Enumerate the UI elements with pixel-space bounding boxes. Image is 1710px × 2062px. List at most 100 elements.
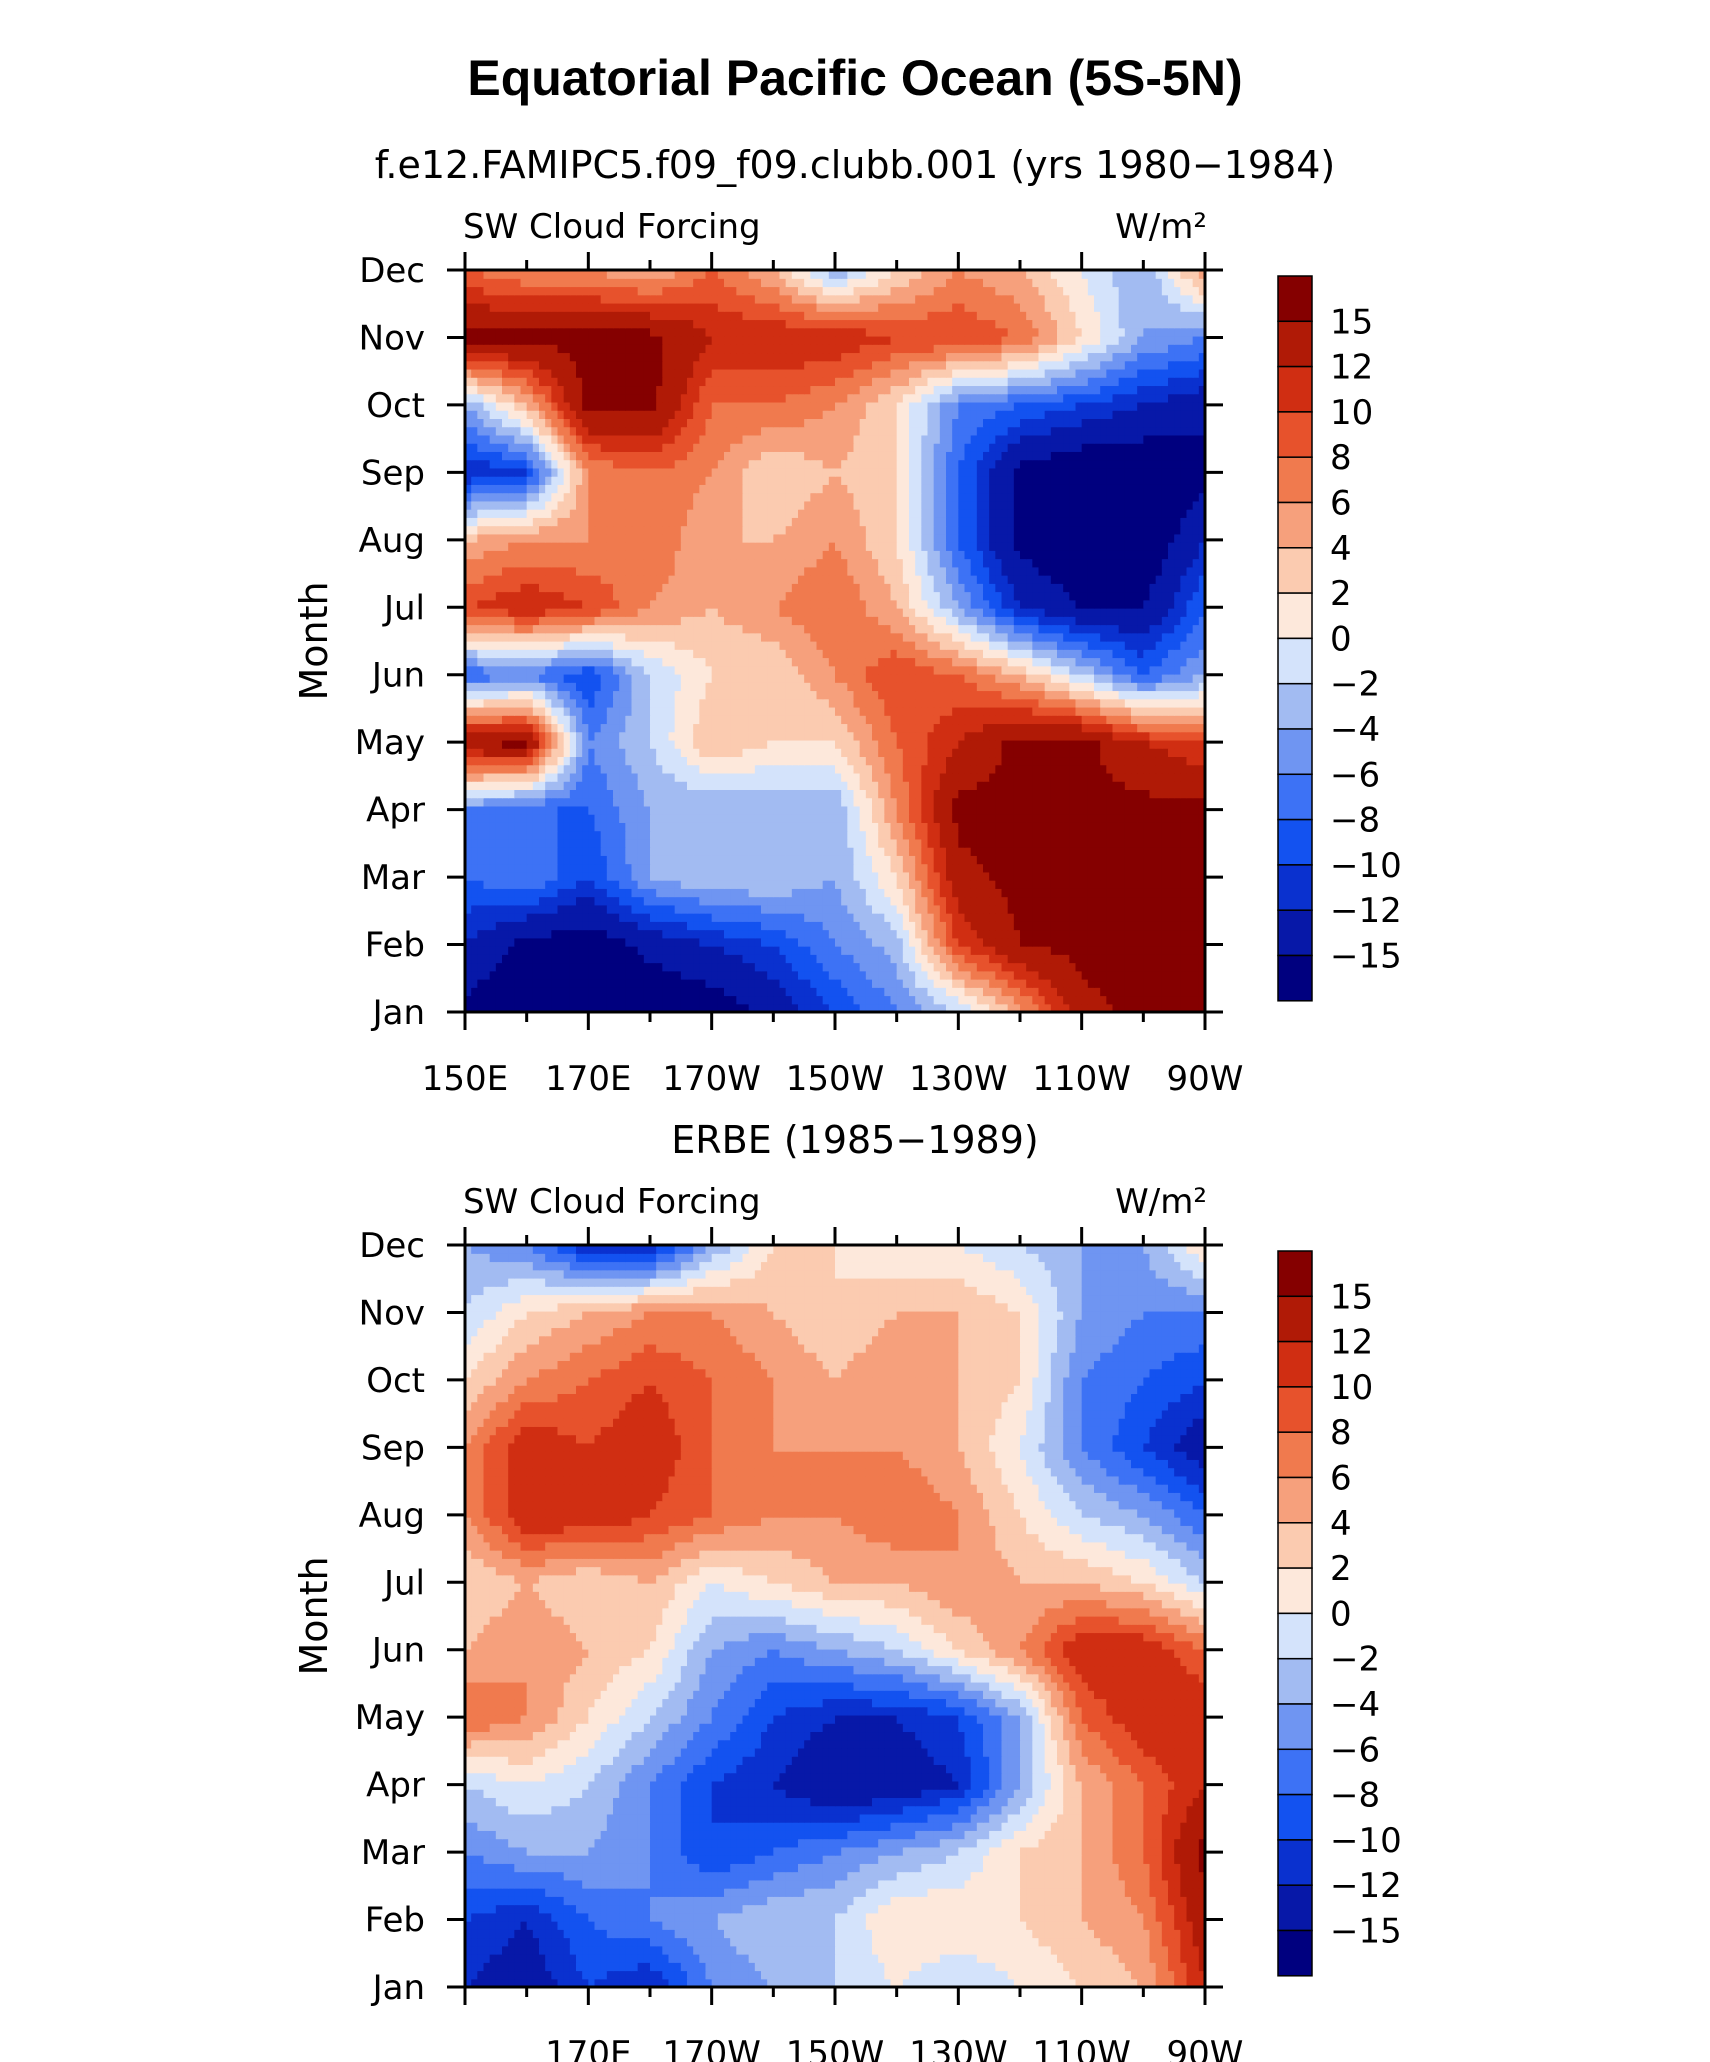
heatmap-cell [551, 863, 559, 873]
heatmap-cell [545, 731, 552, 741]
heatmap-cell [613, 921, 620, 931]
heatmap-cell [791, 805, 799, 815]
heatmap-cell [1137, 673, 1144, 683]
heatmap-cell [1001, 921, 1009, 931]
heatmap-cell [921, 987, 929, 997]
heatmap-cell [872, 838, 879, 848]
heatmap-cell [631, 913, 639, 922]
heatmap-cell [1155, 690, 1163, 700]
heatmap-cell [637, 781, 645, 790]
heatmap-cell [576, 904, 583, 914]
heatmap-cell [606, 970, 614, 980]
heatmap-cell [569, 880, 577, 889]
heatmap-cell [557, 789, 565, 799]
heatmap-cell [680, 665, 688, 675]
heatmap-cell [582, 822, 589, 832]
heatmap-cell [1131, 772, 1138, 782]
heatmap-cell [933, 896, 941, 906]
heatmap-cell [884, 706, 892, 716]
heatmap-cell [785, 706, 793, 716]
heatmap-cell [619, 682, 626, 692]
heatmap-cell [989, 739, 996, 749]
heatmap-cell [1118, 863, 1126, 873]
heatmap-cell [576, 706, 583, 716]
heatmap-cell [631, 847, 639, 856]
heatmap-cell [816, 797, 824, 807]
heatmap-cell [1149, 805, 1157, 815]
heatmap-cell [1198, 764, 1205, 774]
heatmap-cell [1020, 682, 1027, 692]
heatmap-cell [1198, 830, 1205, 840]
heatmap-cell [828, 739, 836, 749]
heatmap-cell [847, 814, 855, 823]
heatmap-cell [1137, 723, 1144, 733]
heatmap-cell [465, 888, 472, 898]
heatmap-cell [600, 781, 608, 790]
heatmap-cell [1143, 946, 1151, 955]
heatmap-cell [1026, 715, 1033, 725]
heatmap-cell [526, 921, 534, 931]
heatmap-cell [1106, 880, 1114, 889]
heatmap-cell [711, 962, 719, 972]
heatmap-cell [767, 863, 774, 873]
heatmap-cell [995, 830, 1003, 840]
heatmap-cell [1149, 995, 1157, 1005]
heatmap-cell [1075, 814, 1083, 823]
heatmap-cell [933, 797, 941, 807]
heatmap-cell [606, 995, 614, 1005]
heatmap-cell [1174, 797, 1181, 807]
heatmap-cell [847, 706, 855, 716]
heatmap-cell [1050, 962, 1058, 972]
heatmap-cell [514, 888, 522, 898]
heatmap-cell [1131, 863, 1138, 873]
heatmap-cell [841, 698, 848, 708]
heatmap-cell [1100, 723, 1107, 733]
heatmap-cell [909, 715, 916, 725]
heatmap-cell [976, 863, 984, 873]
heatmap-cell [687, 929, 694, 939]
heatmap-cell [705, 764, 713, 774]
heatmap-cell [748, 690, 756, 700]
heatmap-cell [625, 979, 633, 988]
heatmap-cell [964, 847, 972, 856]
heatmap-cell [902, 731, 910, 741]
heatmap-cell [1001, 962, 1009, 972]
heatmap-cell [1112, 781, 1120, 790]
heatmap-cell [1026, 888, 1033, 898]
heatmap-cell [841, 789, 848, 799]
heatmap-cell [477, 814, 485, 823]
heatmap-cell [1155, 781, 1163, 790]
heatmap-cell [1063, 706, 1070, 716]
heatmap-cell [1032, 987, 1040, 997]
heatmap-cell [748, 880, 756, 889]
heatmap-cell [841, 748, 848, 758]
heatmap-cell [705, 665, 713, 675]
heatmap-cell [915, 781, 922, 790]
heatmap-cell [1155, 830, 1163, 840]
heatmap-cell [970, 855, 978, 865]
heatmap-cell [865, 888, 873, 898]
heatmap-cell [872, 665, 879, 675]
heatmap-cell [939, 690, 947, 700]
heatmap-cell [761, 690, 768, 700]
heatmap-cell [952, 723, 959, 733]
heatmap-cell [989, 764, 996, 774]
heatmap-cell [773, 979, 781, 988]
heatmap-cell [1118, 954, 1126, 964]
heatmap-cell [748, 904, 756, 914]
heatmap-cell [717, 748, 725, 758]
heatmap-cell [650, 772, 657, 782]
heatmap-cell [1094, 673, 1101, 683]
heatmap-cell [606, 838, 614, 848]
heatmap-cell [526, 715, 534, 725]
heatmap-cell [619, 814, 626, 823]
heatmap-cell [625, 929, 633, 939]
heatmap-cell [828, 962, 836, 972]
heatmap-cell [958, 904, 966, 914]
heatmap-cell [613, 797, 620, 807]
heatmap-cell [576, 838, 583, 848]
heatmap-cell [989, 756, 996, 766]
heatmap-cell [1026, 954, 1033, 964]
heatmap-cell [569, 962, 577, 972]
heatmap-cell [1087, 847, 1095, 856]
